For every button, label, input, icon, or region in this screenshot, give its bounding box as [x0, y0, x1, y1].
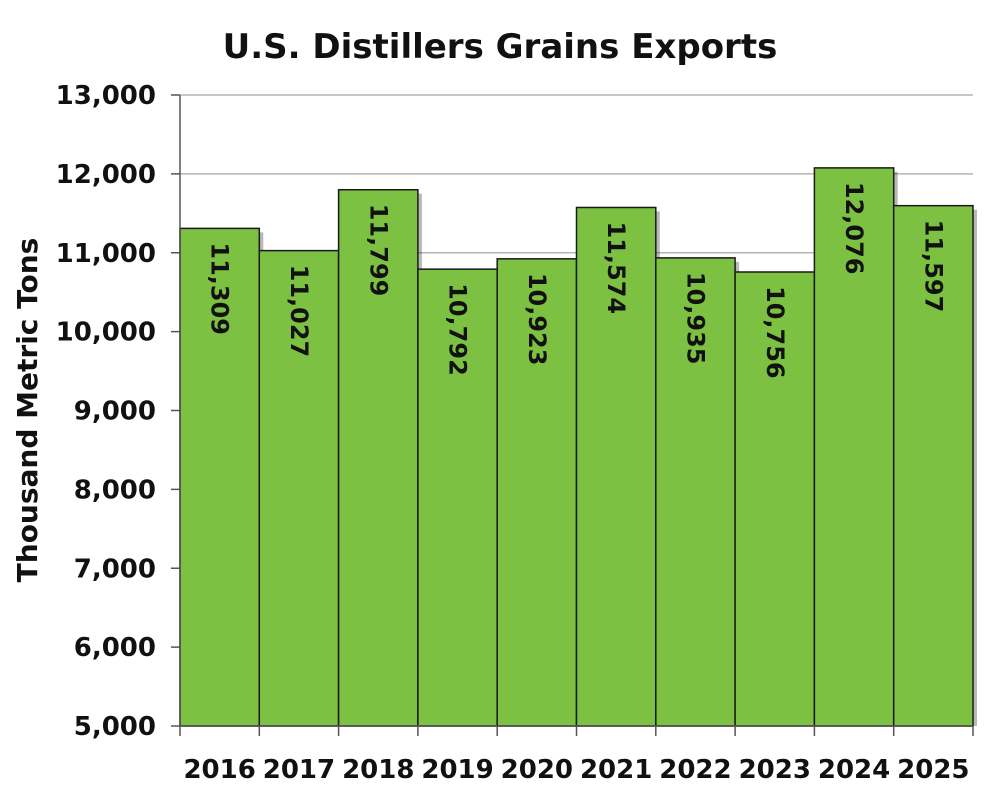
data-labels: 11,309 11,027 11,799 10,792 10,923 11,574 10,9…: [206, 182, 948, 379]
y-tick-label: 9,000: [74, 397, 156, 427]
y-tick-label: 8,000: [74, 475, 156, 505]
y-tick-label: 11,000: [56, 239, 156, 269]
x-tick-label: 2017: [263, 755, 335, 785]
x-tick-label: 2019: [421, 755, 493, 785]
y-tick-label: 5,000: [74, 712, 156, 742]
x-tick-label: 2022: [659, 755, 731, 785]
x-tick-label: 2025: [897, 755, 969, 785]
x-tick-label: 2024: [818, 755, 890, 785]
data-label: 11,027: [285, 265, 313, 358]
x-tick-label: 2018: [342, 755, 414, 785]
y-tick-label: 13,000: [56, 81, 156, 111]
data-label: 11,597: [919, 220, 947, 313]
bar-2022: [655, 257, 736, 727]
data-label: 10,935: [681, 272, 709, 365]
bar-2017: [258, 249, 340, 727]
data-label: 10,923: [523, 273, 551, 366]
chart-title: U.S. Distillers Grains Exports: [223, 27, 778, 67]
y-tick-label: 10,000: [56, 318, 156, 348]
bar-2025: [892, 204, 974, 727]
y-tick-labels: 5,000 6,000 7,000 8,000 9,000 10,000 11,000 12,…: [56, 81, 156, 742]
bar-2024: [813, 167, 895, 727]
data-label: 12,076: [840, 182, 868, 275]
data-label: 10,756: [761, 286, 789, 379]
bar-2016: [179, 227, 261, 727]
data-label: 11,574: [602, 221, 630, 314]
bar-2020: [496, 258, 578, 727]
y-axis-label: Thousand Metric Tons: [11, 238, 44, 583]
x-tick-labels: 2016 2017 2018 2019 2020 2021 2022 2023 2024 2025: [183, 755, 969, 785]
y-tick-label: 7,000: [74, 554, 156, 584]
y-tick-label: 12,000: [56, 160, 156, 190]
bar-2021: [575, 206, 657, 727]
y-tick-label: 6,000: [74, 633, 156, 663]
bar-2023: [734, 271, 816, 727]
axes: [179, 95, 974, 736]
x-tick-label: 2021: [580, 755, 652, 785]
data-label: 11,309: [206, 242, 234, 335]
x-tick-label: 2023: [739, 755, 811, 785]
x-tick-label: 2020: [501, 755, 573, 785]
bars: [179, 167, 977, 727]
bar-2019: [417, 268, 498, 727]
data-label: 10,792: [444, 283, 472, 376]
data-label: 11,799: [364, 204, 392, 297]
x-tick-label: 2016: [183, 755, 255, 785]
